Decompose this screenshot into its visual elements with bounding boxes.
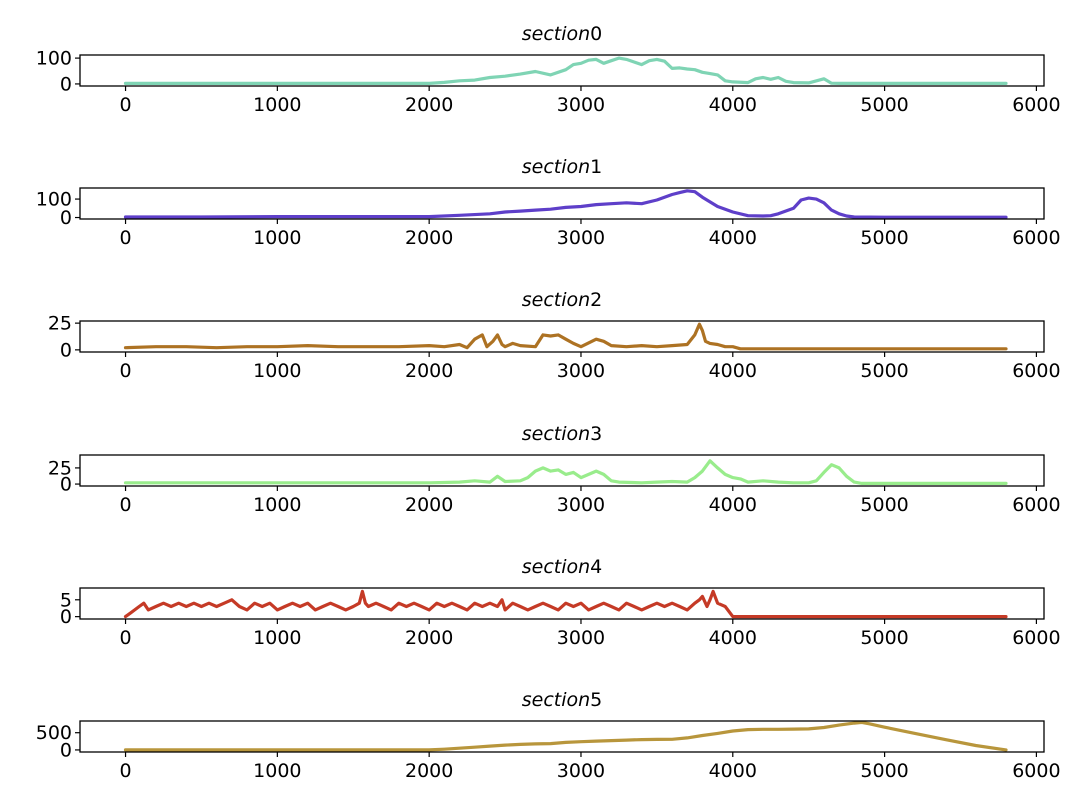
x-tick-label: 0 [119,94,131,116]
y-tick-label: 25 [48,313,72,335]
x-tick-label: 1000 [253,627,301,649]
x-tick-label: 1000 [253,94,301,116]
x-tick-label: 3000 [557,760,605,782]
subplot-title-word: section [522,423,590,445]
subplot-title-index: 3 [590,423,602,445]
x-tick-label: 4000 [709,760,757,782]
axes-frame [79,187,1045,220]
x-tick-label: 1000 [253,760,301,782]
x-tick-label: 6000 [1012,94,1060,116]
x-tick-label: 1000 [253,227,301,249]
y-tick-label: 0 [60,606,72,628]
x-tick-label: 5000 [860,760,908,782]
axes-frame [79,454,1045,487]
x-tick-label: 0 [119,760,131,782]
x-tick-label: 5000 [860,627,908,649]
subplot-title: section2 [522,289,603,311]
subplot-title-word: section [522,556,590,578]
x-tick-label: 3000 [557,227,605,249]
x-tick-label: 0 [119,627,131,649]
axes-frame [79,587,1045,620]
x-tick-label: 6000 [1012,360,1060,382]
y-tick-label: 0 [60,739,72,761]
x-tick-label: 6000 [1012,760,1060,782]
subplot-title: section3 [522,423,603,445]
x-tick-label: 5000 [860,94,908,116]
subplot-title-word: section [522,156,590,178]
x-tick-label: 4000 [709,360,757,382]
x-tick-label: 6000 [1012,494,1060,516]
x-tick-label: 0 [119,360,131,382]
x-tick-label: 6000 [1012,627,1060,649]
x-tick-label: 5000 [860,360,908,382]
x-tick-label: 3000 [557,627,605,649]
x-tick-label: 4000 [709,94,757,116]
x-tick-label: 3000 [557,94,605,116]
x-tick-label: 1000 [253,494,301,516]
subplot-title-word: section [522,689,590,711]
y-tick-label: 100 [36,189,72,211]
x-tick-label: 3000 [557,494,605,516]
series-line-0 [123,720,1008,752]
subplot-title-index: 1 [590,156,602,178]
series-line-0 [123,459,1008,485]
x-tick-label: 2000 [405,227,453,249]
y-tick-label: 100 [36,48,72,70]
axes-frame [79,320,1045,353]
x-tick-label: 2000 [405,494,453,516]
x-tick-label: 5000 [860,227,908,249]
x-tick-label: 2000 [405,94,453,116]
y-tick-label: 5 [60,589,72,611]
x-tick-label: 4000 [709,627,757,649]
x-tick-label: 2000 [405,627,453,649]
x-tick-label: 5000 [860,494,908,516]
axes-frame [79,720,1045,753]
x-tick-label: 0 [119,494,131,516]
axes-frame [79,54,1045,87]
y-tick-label: 500 [36,722,72,744]
series-line-0 [123,322,1008,351]
y-tick-label: 0 [60,474,72,496]
y-tick-label: 0 [60,339,72,361]
x-tick-label: 3000 [557,360,605,382]
x-tick-label: 2000 [405,360,453,382]
subplot-title: section4 [522,556,603,578]
subplot-title-index: 2 [590,289,602,311]
series-line-0 [123,56,1008,86]
subplot-title-word: section [522,289,590,311]
y-tick-label: 25 [48,457,72,479]
subplot-title-index: 5 [590,689,602,711]
series-line-0 [123,589,1008,619]
subplot-title: section0 [522,23,603,45]
subplot-2: section2 0 1000 2000 3000 4000 5000 6000 0 25 [48,289,1061,382]
subplot-title: section5 [522,689,603,711]
subplot-title: section1 [522,156,603,178]
series-line-0 [123,189,1008,219]
subplot-title-index: 0 [590,23,602,45]
x-tick-label: 1000 [253,360,301,382]
x-tick-label: 6000 [1012,227,1060,249]
subplot-title-word: section [522,23,590,45]
x-tick-label: 0 [119,227,131,249]
x-tick-label: 4000 [709,494,757,516]
y-tick-label: 0 [60,73,72,95]
y-tick-label: 0 [60,207,72,229]
x-tick-label: 4000 [709,227,757,249]
subplot-title-index: 4 [590,556,602,578]
x-tick-label: 2000 [405,760,453,782]
